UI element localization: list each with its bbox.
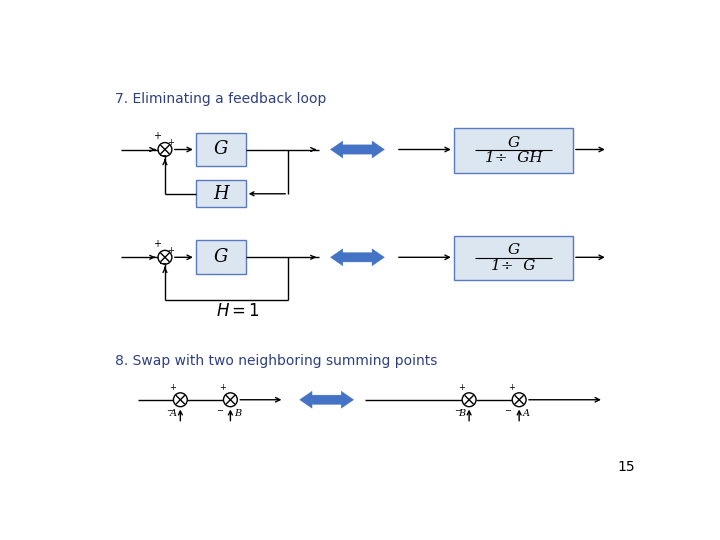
Polygon shape [330,141,384,158]
Text: G: G [214,140,228,159]
Text: 8. Swap with two neighboring summing points: 8. Swap with two neighboring summing poi… [115,354,437,368]
Text: G: G [508,136,519,150]
Text: 1÷  GH: 1÷ GH [485,151,542,165]
Text: +: + [508,383,515,392]
Text: −: − [454,406,462,415]
Text: A: A [169,409,176,418]
FancyBboxPatch shape [454,128,573,173]
Text: A: A [523,409,530,418]
Text: 7. Eliminating a feedback loop: 7. Eliminating a feedback loop [115,92,326,106]
Text: +: + [153,131,161,141]
Text: B: B [458,409,465,418]
Text: −: − [159,259,167,269]
Text: 15: 15 [617,461,634,475]
FancyBboxPatch shape [196,240,246,274]
FancyBboxPatch shape [454,236,573,280]
Polygon shape [330,249,384,266]
Text: G: G [508,244,519,258]
Text: −: − [166,406,173,415]
Text: −: − [216,406,222,415]
FancyBboxPatch shape [196,180,246,207]
Text: B: B [234,409,241,418]
Text: −: − [505,406,511,415]
Polygon shape [300,392,354,408]
Text: +: + [220,383,226,392]
FancyBboxPatch shape [196,132,246,166]
Text: +: + [169,383,176,392]
Text: +: + [167,246,174,255]
Text: +: + [153,239,161,249]
Text: −: − [159,151,167,161]
Text: $H = 1$: $H = 1$ [216,303,260,321]
Text: 1÷  G: 1÷ G [491,259,536,273]
Text: +: + [167,138,174,147]
Text: H: H [213,185,229,203]
Text: G: G [214,248,228,266]
Text: +: + [458,383,465,392]
